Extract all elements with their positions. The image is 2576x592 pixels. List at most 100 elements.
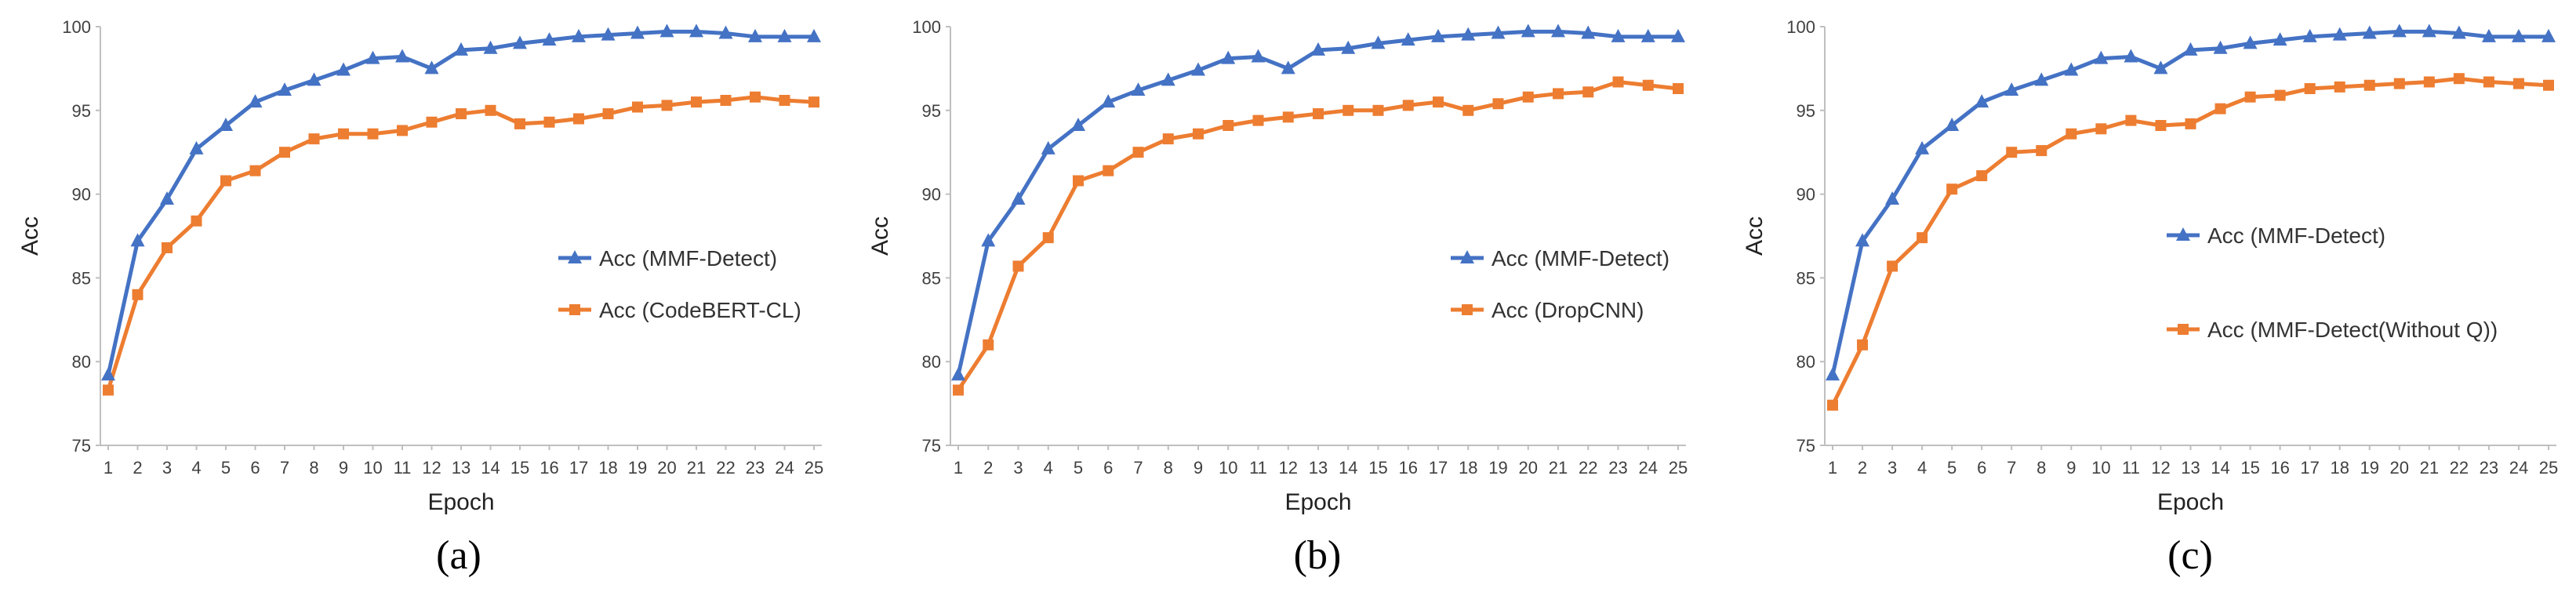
x-tick-label: 25 [1669,458,1688,478]
data-point-square [1372,104,1384,116]
data-point-square [983,339,994,350]
data-point-triangle [951,367,965,381]
data-point-triangle [1131,82,1146,96]
data-point-square [2006,147,2018,158]
data-point-triangle [219,118,233,132]
data-point-triangle [513,35,527,49]
data-point-triangle [981,233,996,247]
x-tick-label: 13 [452,458,471,478]
panel-caption: (c) [2167,533,2213,578]
x-tick-label: 25 [2539,458,2558,478]
series-mmf-detect [1826,24,2556,381]
x-tick-label: 4 [1044,458,1053,478]
x-tick-label: 22 [2450,458,2469,478]
data-point-square [1642,79,1654,91]
data-point-square [2274,89,2286,101]
data-point-square [1553,88,1564,100]
data-point-triangle [1011,191,1026,205]
x-tick-label: 6 [250,458,260,478]
data-point-square [308,133,320,145]
y-tick-label: 100 [912,17,941,37]
y-tick-label: 85 [922,268,941,288]
data-point-triangle [160,191,174,205]
data-point-square [514,118,525,129]
data-point-square [808,96,819,108]
data-point-triangle [101,367,115,381]
data-point-triangle [2183,42,2198,56]
data-point-triangle [1551,24,1565,38]
data-point-square [2512,78,2524,89]
data-point-triangle [2392,24,2407,38]
y-tick-label: 90 [922,185,941,205]
data-point-triangle [1371,35,1386,49]
x-tick-label: 16 [1399,458,1418,478]
data-point-triangle [2034,72,2049,86]
data-point-triangle [130,233,145,247]
x-tick-label: 2 [983,458,993,478]
data-point-square [2543,79,2554,91]
x-tick-label: 4 [191,458,201,478]
x-tick-label: 13 [2181,458,2200,478]
data-point-square [2483,76,2494,88]
data-point-square [1917,232,1928,244]
legend-marker-triangle [568,250,582,263]
data-point-triangle [1041,140,1055,154]
x-tick-label: 20 [657,458,676,478]
x-tick-label: 22 [1579,458,1597,478]
y-tick-label: 100 [62,17,91,37]
data-point-triangle [2004,82,2019,96]
data-point-triangle [572,28,586,42]
data-point-triangle [2302,28,2317,42]
data-point-square [1612,76,1624,88]
data-point-square [367,128,379,140]
data-point-square [1193,128,1204,140]
x-tick-label: 24 [1639,458,1658,478]
x-tick-label: 16 [540,458,558,478]
data-point-square [1313,108,1324,120]
data-point-square [661,100,673,111]
data-point-triangle [1855,233,1870,247]
x-tick-label: 5 [1947,458,1957,478]
data-point-square [485,104,496,116]
data-point-square [2125,114,2137,126]
x-tick-label: 7 [1133,458,1143,478]
data-point-triangle [2541,28,2556,42]
data-point-square [1042,232,1054,244]
data-point-square [1522,91,1534,103]
x-tick-label: 10 [363,458,382,478]
x-tick-label: 23 [1608,458,1627,478]
data-point-square [2214,103,2226,114]
y-tick-label: 80 [1797,352,1815,372]
x-tick-label: 23 [746,458,765,478]
series-baseline [1827,73,2554,411]
x-tick-label: 10 [2091,458,2110,478]
data-point-triangle [2124,49,2138,63]
y-tick-label: 90 [72,185,91,205]
data-point-square [103,384,114,396]
data-point-triangle [483,40,498,54]
data-point-square [191,215,202,227]
x-tick-label: 19 [1488,458,1507,478]
data-point-triangle [542,32,557,46]
x-tick-label: 8 [2036,458,2046,478]
legend: Acc (MMF-Detect) Acc (MMF-Detect(Without … [2167,223,2498,342]
data-point-square [2244,91,2256,103]
legend-marker-square [1462,304,1473,315]
x-tick-label: 19 [2360,458,2379,478]
data-point-square [249,165,261,176]
y-tick-label: 85 [1797,268,1815,288]
data-point-square [1252,114,1264,126]
data-point-triangle [659,24,674,38]
legend-label: Acc (MMF-Detect) [1491,246,1669,271]
legend-marker-square [2178,324,2189,335]
data-point-square [1827,399,1838,411]
data-point-triangle [2094,50,2109,64]
legend-label: Acc (MMF-Detect) [2207,223,2385,248]
data-point-square [2363,79,2375,91]
data-point-square [456,108,467,120]
data-point-square [750,91,761,103]
x-tick-label: 14 [1339,458,1357,478]
data-point-square [1402,100,1414,111]
data-point-square [2066,128,2077,140]
